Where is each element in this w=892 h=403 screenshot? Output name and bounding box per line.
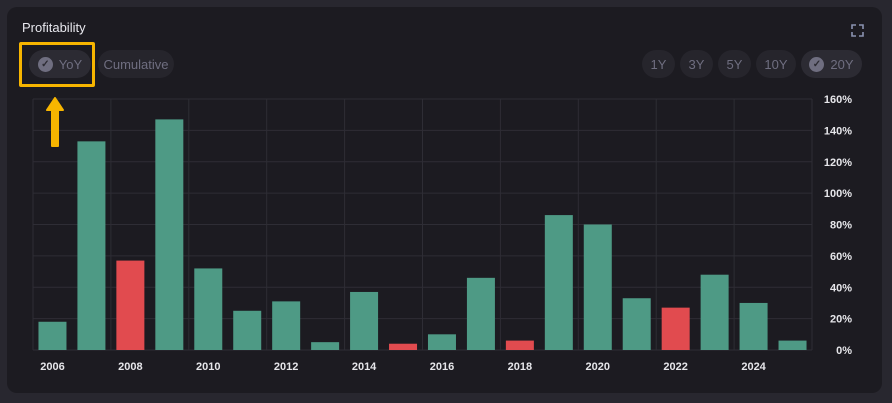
cumulative-label: Cumulative	[103, 56, 169, 72]
expand-icon[interactable]	[851, 24, 864, 37]
arrow-up-icon	[46, 97, 64, 147]
y-tick-label: 20%	[830, 314, 852, 326]
range-label: 10Y	[764, 56, 788, 72]
highlight-box	[19, 42, 95, 87]
y-tick-label: 100%	[824, 188, 852, 200]
x-tick-label: 2008	[118, 361, 142, 373]
y-tick-label: 80%	[830, 220, 852, 232]
bar-2021	[622, 298, 651, 350]
x-tick-label: 2018	[508, 361, 532, 373]
bar-2006	[38, 321, 67, 350]
check-icon: ✓	[809, 56, 825, 72]
x-tick-label: 2006	[40, 361, 64, 373]
bar-2025	[778, 340, 807, 350]
cumulative-toggle[interactable]: Cumulative	[98, 50, 174, 78]
bar-2017	[466, 277, 495, 350]
bar-2023	[700, 274, 729, 350]
range-label: 1Y	[650, 56, 667, 72]
bar-2020	[583, 224, 612, 350]
x-tick-label: 2016	[430, 361, 454, 373]
bar-2012	[272, 301, 301, 350]
x-tick-label: 2022	[663, 361, 687, 373]
bar-2013	[311, 342, 340, 350]
bar-2024	[739, 302, 768, 350]
bar-2011	[233, 310, 262, 350]
bar-2014	[350, 291, 379, 350]
range-20y-button[interactable]: ✓ 20Y	[801, 50, 862, 78]
bar-2019	[544, 215, 573, 350]
range-label: 5Y	[726, 56, 743, 72]
bar-2010	[194, 268, 223, 350]
y-tick-label: 140%	[824, 125, 852, 137]
range-10y-button[interactable]: 10Y	[756, 50, 796, 78]
x-tick-label: 2012	[274, 361, 298, 373]
bar-2018	[505, 340, 534, 350]
range-3y-button[interactable]: 3Y	[680, 50, 713, 78]
bar-2007	[77, 141, 106, 350]
range-label: 3Y	[688, 56, 705, 72]
y-tick-label: 40%	[830, 282, 852, 294]
x-tick-label: 2024	[741, 361, 766, 373]
range-label: 20Y	[830, 56, 854, 72]
x-tick-label: 2010	[196, 361, 220, 373]
yoy-toggle[interactable]: ✓ YoY	[29, 50, 91, 78]
bar-2015	[389, 343, 418, 350]
range-5y-button[interactable]: 5Y	[718, 50, 751, 78]
bar-2016	[427, 334, 456, 350]
x-tick-label: 2014	[352, 361, 377, 373]
range-1y-button[interactable]: 1Y	[642, 50, 675, 78]
y-tick-label: 0%	[836, 345, 852, 357]
bar-2008	[116, 260, 145, 350]
x-tick-label: 2020	[586, 361, 610, 373]
y-tick-label: 160%	[824, 94, 852, 106]
y-tick-label: 120%	[824, 157, 852, 169]
bar-2009	[155, 119, 184, 350]
panel-title: Profitability	[22, 20, 86, 35]
check-icon: ✓	[37, 56, 53, 72]
yoy-label: YoY	[58, 56, 83, 72]
y-tick-label: 60%	[830, 251, 852, 263]
bar-2022	[661, 307, 690, 350]
